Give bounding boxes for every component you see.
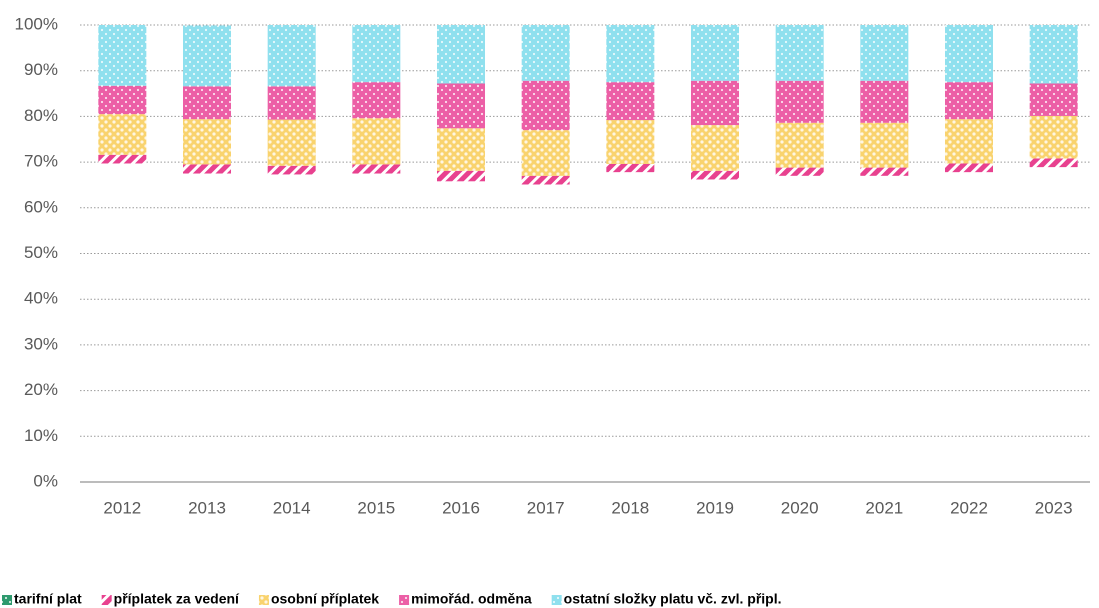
bar-segment: [860, 80, 909, 123]
legend-label: ostatní složky platu vč. zvl. připl.: [564, 591, 782, 607]
y-tick-label: 40%: [24, 289, 58, 308]
bar-segment: [860, 167, 909, 176]
legend-label: mimořád. odměna: [411, 591, 532, 607]
bar-segment: [945, 119, 993, 164]
bar-segment: [945, 172, 993, 482]
x-tick-label: 2019: [696, 498, 734, 517]
bar-segment: [267, 119, 316, 166]
y-tick-label: 50%: [24, 243, 58, 262]
legend-swatch: [258, 595, 269, 605]
bar-segment: [775, 167, 824, 176]
bar-segment: [860, 122, 909, 168]
legend-label: příplatek za vedení: [114, 591, 240, 607]
bar-segment: [945, 163, 993, 173]
bar-segment: [606, 82, 655, 121]
x-tick-label: 2015: [357, 498, 395, 517]
y-tick-label: 100%: [15, 14, 58, 33]
x-tick-label: 2018: [611, 498, 649, 517]
bar-segment: [437, 83, 485, 129]
bar-segment: [267, 86, 316, 120]
bar-segment: [183, 174, 231, 482]
legend-swatch: [2, 595, 12, 605]
bar-segment: [352, 174, 400, 482]
y-tick-label: 10%: [24, 426, 58, 445]
bar-segment: [691, 80, 739, 126]
y-tick-label: 60%: [24, 197, 58, 216]
bar-segment: [437, 25, 485, 84]
bar-segment: [606, 163, 655, 173]
bar-segment: [691, 125, 739, 171]
bar-segment: [1029, 83, 1078, 116]
x-tick-label: 2022: [950, 498, 988, 517]
bar-segment: [691, 179, 739, 482]
x-tick-label: 2023: [1035, 498, 1073, 517]
bar-segment: [267, 25, 316, 87]
x-tick-label: 2020: [781, 498, 819, 517]
bar-segment: [606, 25, 655, 83]
bar-segment: [775, 122, 824, 168]
bar-segment: [352, 118, 401, 165]
bar-segment: [437, 128, 485, 171]
legend-swatch: [101, 595, 112, 605]
bar-segment: [945, 82, 993, 120]
bar-segment: [98, 25, 147, 86]
legend-swatch: [399, 595, 410, 605]
bar-segment: [267, 165, 316, 175]
bar-segment: [775, 80, 824, 123]
legend-label: osobní příplatek: [271, 591, 379, 607]
x-tick-label: 2012: [103, 498, 141, 517]
y-tick-label: 0%: [33, 471, 58, 490]
bar-segment: [1029, 115, 1078, 159]
x-tick-label: 2017: [527, 498, 565, 517]
bar-segment: [521, 25, 570, 81]
y-tick-label: 90%: [24, 60, 58, 79]
bar-segment: [691, 170, 739, 180]
bar-segment: [860, 176, 908, 482]
y-tick-label: 20%: [24, 380, 58, 399]
legend-swatch: [551, 595, 562, 605]
bar-segment: [98, 85, 147, 115]
bar-segment: [437, 181, 485, 482]
bar-segment: [945, 25, 993, 83]
bar-segment: [352, 82, 401, 119]
bar-segment: [183, 86, 231, 120]
x-tick-label: 2016: [442, 498, 480, 517]
legend-label: tarifní plat: [14, 591, 82, 607]
bar-segment: [183, 25, 231, 87]
bar-segment: [352, 164, 401, 174]
bar-segment: [183, 119, 231, 165]
y-tick-label: 80%: [24, 106, 58, 125]
y-tick-label: 30%: [24, 334, 58, 353]
bar-segment: [606, 172, 654, 482]
y-tick-label: 70%: [24, 152, 58, 171]
bar-segment: [521, 80, 570, 131]
bar-segment: [98, 163, 146, 482]
bar-segment: [352, 25, 401, 83]
bar-segment: [775, 25, 824, 81]
x-tick-label: 2014: [273, 498, 311, 517]
bar-segment: [860, 25, 909, 81]
bar-segment: [606, 120, 655, 164]
bar-segment: [437, 170, 485, 182]
bar-segment: [1029, 158, 1078, 168]
bar-segment: [522, 184, 570, 482]
bar-segment: [98, 114, 147, 155]
bar-segment: [268, 174, 316, 482]
x-tick-label: 2021: [865, 498, 903, 517]
bar-segment: [183, 164, 231, 174]
bar-segment: [521, 130, 570, 176]
bar-segment: [1029, 25, 1078, 84]
bar-segment: [521, 175, 570, 185]
bar-segment: [98, 154, 147, 164]
bar-segment: [691, 25, 739, 81]
x-tick-label: 2013: [188, 498, 226, 517]
bar-segment: [1030, 167, 1078, 482]
bar-segment: [776, 176, 824, 482]
